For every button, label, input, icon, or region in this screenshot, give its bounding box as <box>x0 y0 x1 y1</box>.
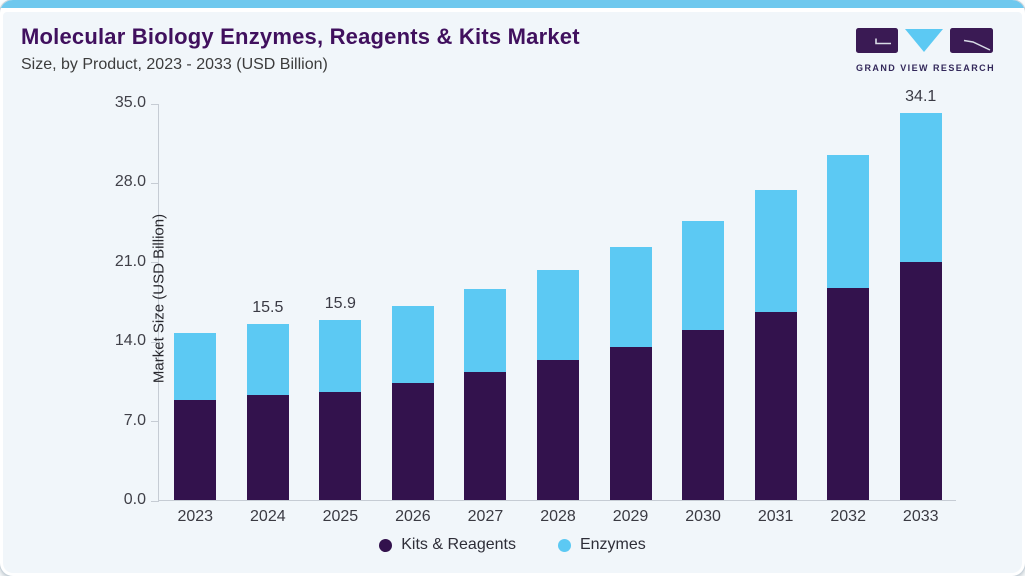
bar-segment-enzymes <box>319 319 362 393</box>
y-tick-label: 35.0 <box>114 94 146 111</box>
bar-segment-kits-reagents <box>391 383 434 500</box>
y-tick-mark <box>151 341 159 343</box>
y-tick-mark <box>151 262 159 264</box>
grand-view-research-logo: GRAND VIEW RESEARCH <box>856 28 997 73</box>
y-tick-mark <box>151 500 159 502</box>
x-tick-label: 2029 <box>612 508 649 525</box>
plot-area: Market Size (USD Billion) 0.0 7.0 14.0 21.0… <box>115 88 956 525</box>
x-tick-label: 2024 <box>250 508 286 525</box>
bar-total-label: 34.1 <box>905 88 937 106</box>
x-tick-label: 2023 <box>177 508 214 525</box>
x-tick-label: 2026 <box>395 508 431 525</box>
bar-segment-enzymes <box>174 333 217 401</box>
page-title: Molecular Biology Enzymes, Reagents & Ki… <box>21 24 580 49</box>
enzymes-legend-dot-icon <box>557 538 571 552</box>
bar-segment-enzymes <box>899 113 942 262</box>
x-tick-label: 2031 <box>757 508 794 525</box>
bar-segment-enzymes <box>609 247 652 347</box>
gvr-logo-icon <box>856 28 993 53</box>
chart-legend: Kits & Reagents Enzymes <box>0 536 1025 554</box>
logo-wordmark: GRAND VIEW RESEARCH <box>856 63 996 73</box>
bar-segment-kits-reagents <box>464 371 507 500</box>
legend-label: Enzymes <box>579 536 646 553</box>
page-subtitle: Size, by Product, 2023 - 2033 (USD Billi… <box>21 56 328 73</box>
y-tick-mark <box>151 182 159 184</box>
y-axis-title: Market Size (USD Billion) <box>150 213 168 384</box>
bar-segment-enzymes <box>827 155 870 288</box>
bar-total-label: 15.5 <box>252 299 284 317</box>
legend-label: Kits & Reagents <box>401 536 516 553</box>
x-tick-label: 2028 <box>540 508 576 525</box>
x-tick-label: 2032 <box>830 508 866 525</box>
x-tick-label: 2027 <box>467 508 504 525</box>
x-tick-label: 2033 <box>902 508 939 525</box>
bar-segment-kits-reagents <box>827 287 870 500</box>
legend-item-kits-reagents: Kits & Reagents <box>379 536 516 554</box>
y-tick-mark <box>151 421 159 423</box>
bar-segment-kits-reagents <box>246 394 289 500</box>
legend-item-enzymes: Enzymes <box>557 536 646 554</box>
x-tick-label: 2025 <box>322 508 359 525</box>
kits-reagents-legend-dot-icon <box>379 538 393 552</box>
bar-segment-enzymes <box>537 269 579 361</box>
bar-segment-enzymes <box>391 306 434 384</box>
y-tick-label: 7.0 <box>123 411 146 429</box>
bar-total-label: 15.9 <box>324 294 356 312</box>
y-tick-label: 0.0 <box>123 491 146 508</box>
x-tick-label: 2030 <box>685 508 721 525</box>
bar-segment-enzymes <box>464 289 507 372</box>
bar-segment-kits-reagents <box>537 360 579 500</box>
bar-segment-kits-reagents <box>319 392 362 500</box>
bar-segment-kits-reagents <box>609 346 652 500</box>
bar-segment-enzymes <box>682 220 725 330</box>
bar-segment-kits-reagents <box>754 311 797 500</box>
bar-segment-enzymes <box>246 324 289 395</box>
bar-segment-kits-reagents <box>682 329 725 500</box>
y-tick-label: 14.0 <box>114 332 146 350</box>
bar-segment-enzymes <box>754 190 797 312</box>
y-tick-mark <box>151 103 159 105</box>
bar-segment-kits-reagents <box>899 261 942 500</box>
bar-segment-kits-reagents <box>174 400 217 500</box>
y-tick-label: 28.0 <box>114 173 146 191</box>
card-top-accent-strip <box>0 0 1025 8</box>
y-tick-label: 21.0 <box>114 252 146 270</box>
